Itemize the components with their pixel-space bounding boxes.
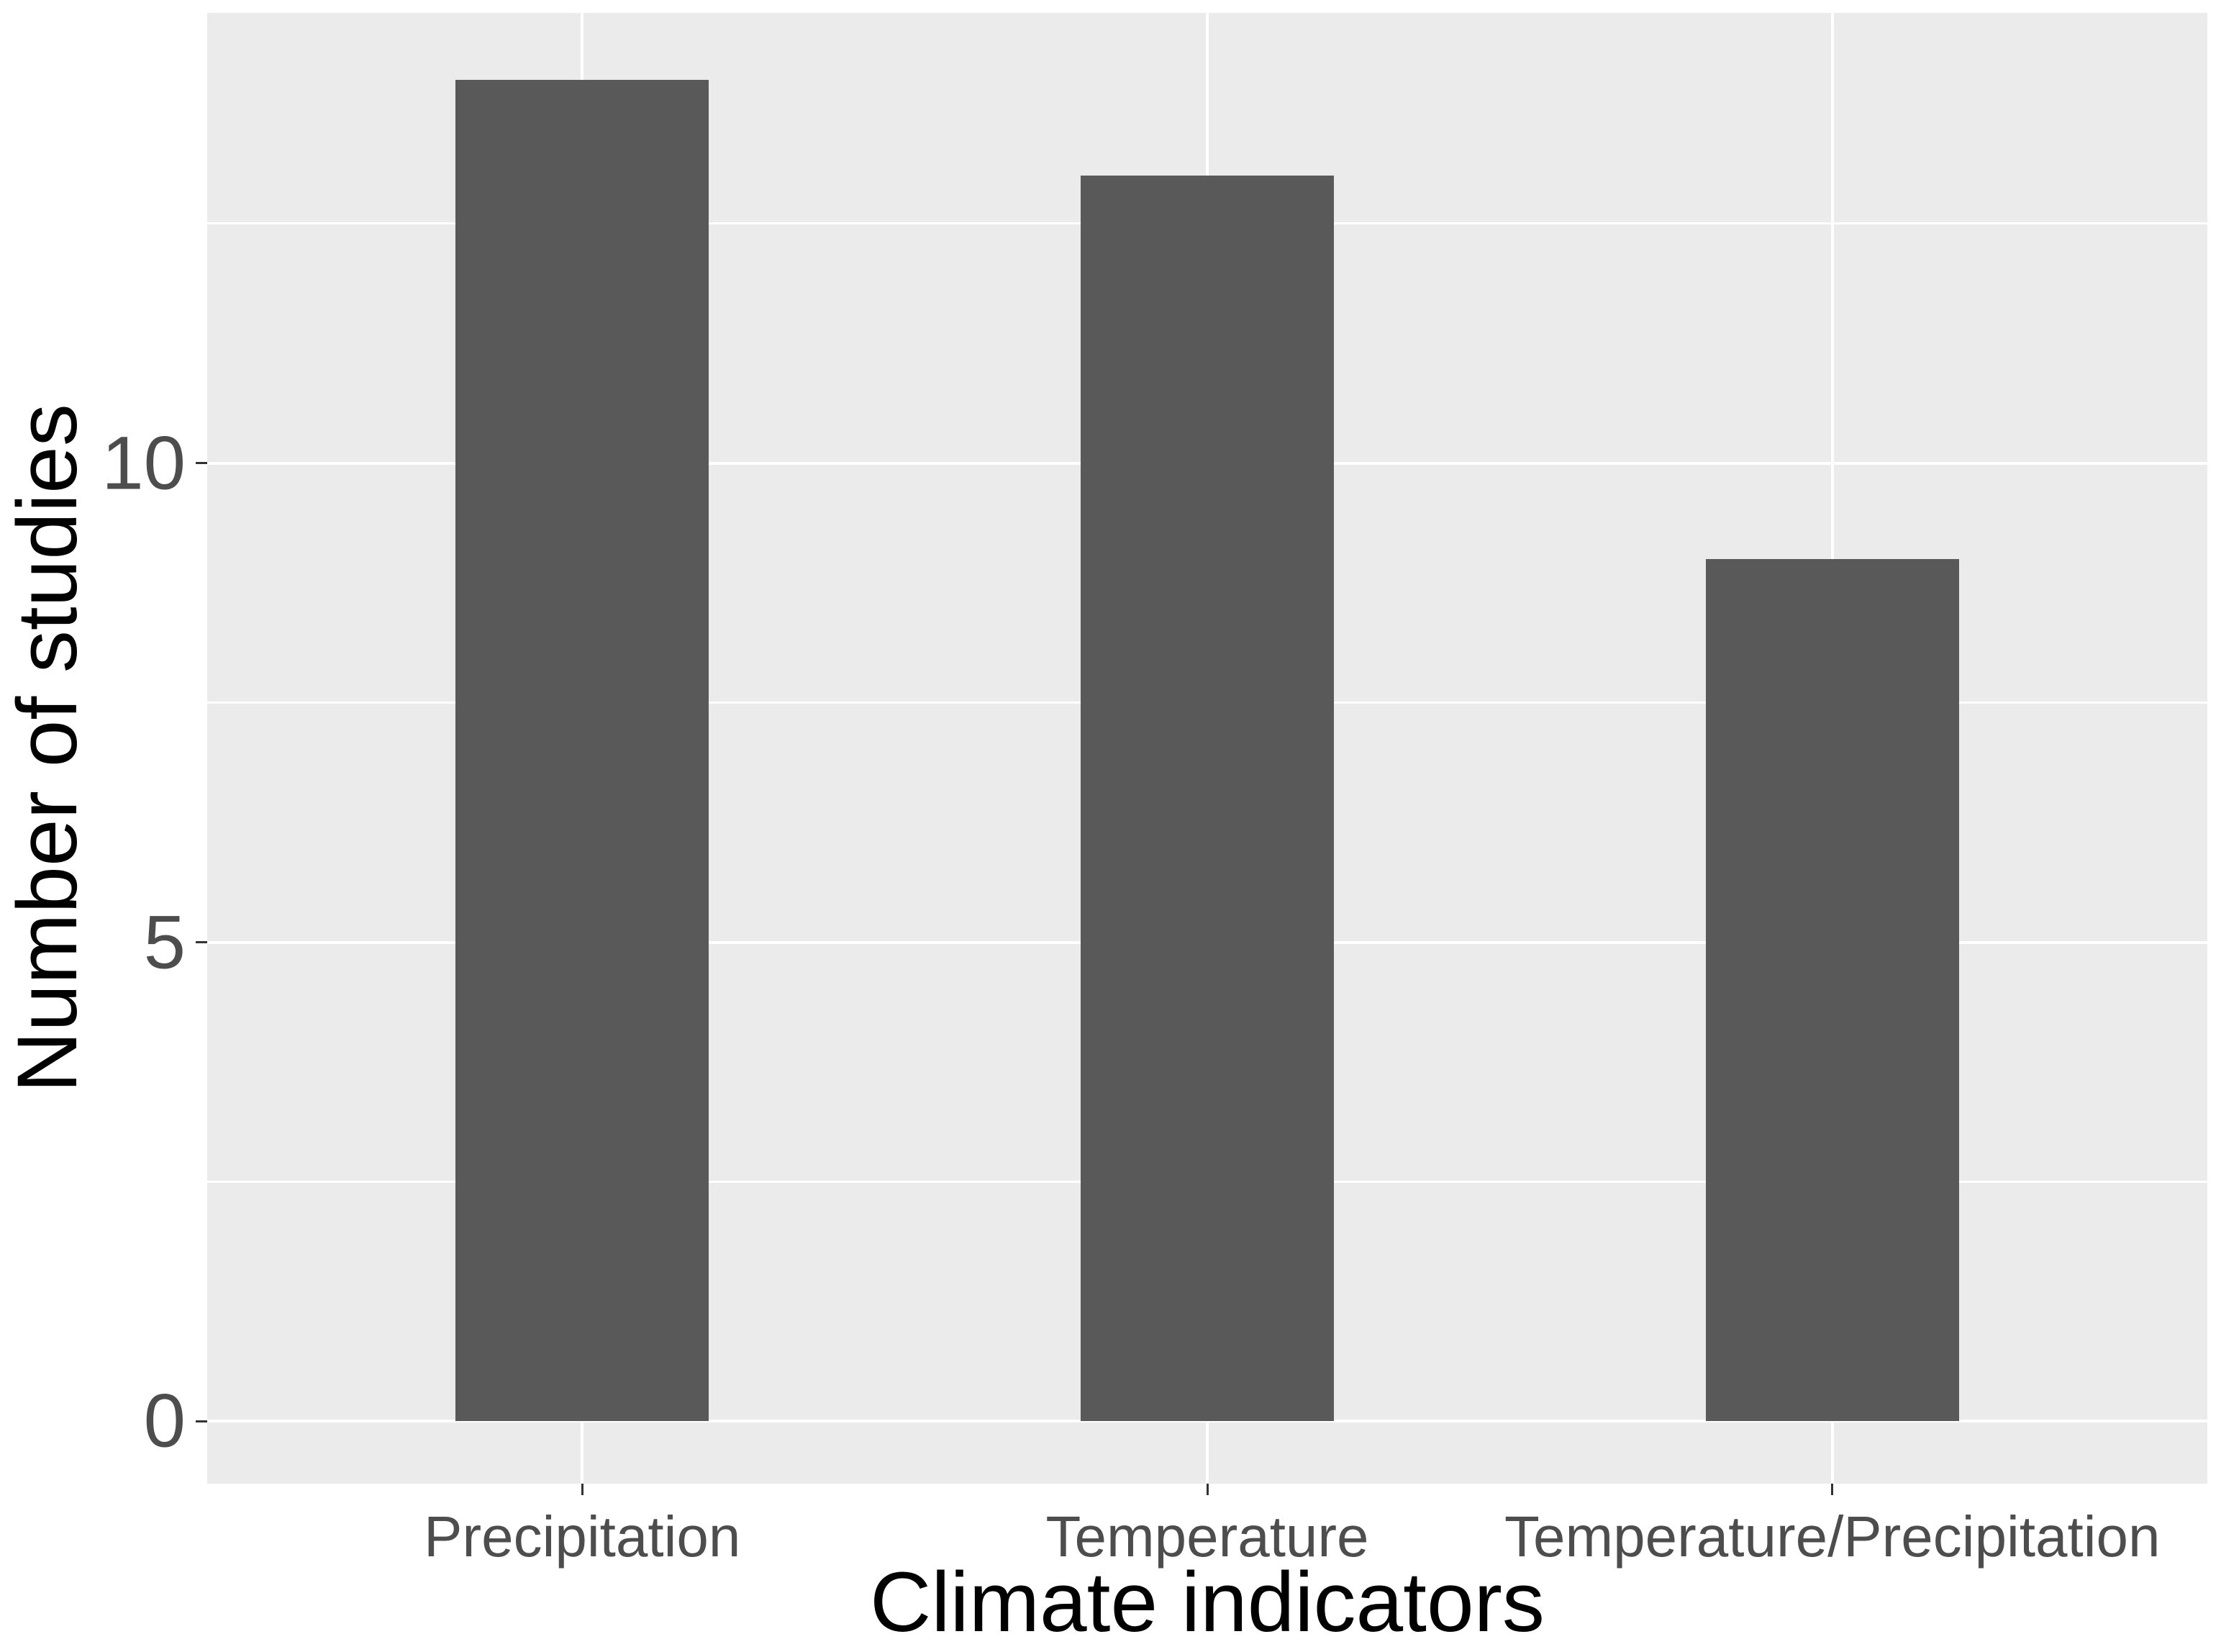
x-tick-mark <box>581 1484 583 1495</box>
bar-temperature-precipitation <box>1705 559 1959 1422</box>
bar-precipitation <box>455 80 709 1422</box>
x-tick-label: Temperature <box>1045 1504 1369 1569</box>
y-axis-title: Number of studies <box>0 404 95 1093</box>
y-tick-mark <box>196 1420 207 1422</box>
bar-temperature <box>1081 176 1334 1422</box>
x-tick-label: Precipitation <box>424 1504 741 1569</box>
x-tick-mark <box>1831 1484 1834 1495</box>
x-tick-mark <box>1206 1484 1209 1495</box>
y-tick-mark <box>196 941 207 944</box>
plot-panel <box>207 13 2207 1484</box>
x-axis-title: Climate indicators <box>870 1555 1545 1650</box>
y-tick-mark <box>196 462 207 465</box>
y-tick-label: 10 <box>101 421 186 506</box>
x-tick-label: Temperature/Precipitation <box>1504 1504 2161 1569</box>
y-tick-label: 5 <box>143 900 186 985</box>
y-tick-label: 0 <box>143 1379 186 1463</box>
